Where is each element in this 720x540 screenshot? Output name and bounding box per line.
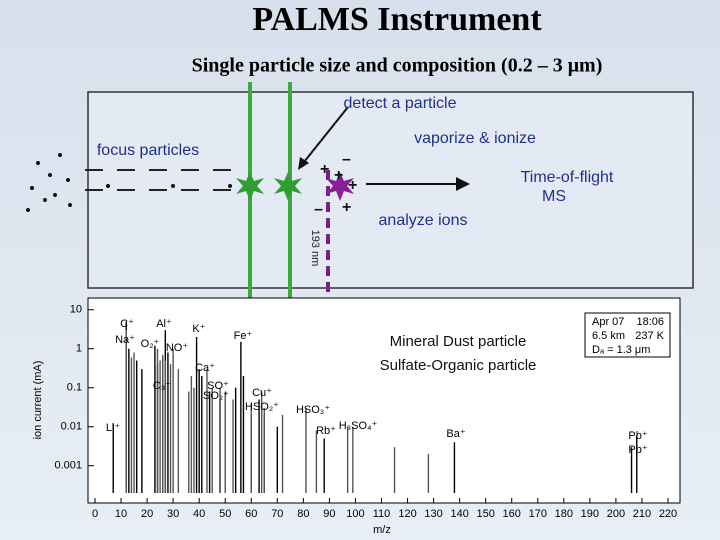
- peak-label: Ca⁺: [195, 362, 215, 374]
- x-tick-label: 30: [167, 508, 179, 520]
- legend-label: Sulfate-Organic particle: [380, 357, 537, 374]
- label: MS: [542, 188, 566, 205]
- title: PALMS Instrument: [252, 1, 542, 38]
- peak-label: NO⁺: [166, 342, 189, 354]
- legend-label: Mineral Dust particle: [390, 333, 527, 350]
- peak-label: Al⁺: [156, 318, 172, 330]
- info-text: 18:06: [636, 316, 664, 328]
- particles: [26, 153, 232, 212]
- peak-label: SO⁺: [207, 380, 229, 392]
- peak-label: C⁺: [120, 318, 134, 330]
- x-tick-label: 110: [373, 508, 391, 520]
- arrow-head: [456, 177, 470, 191]
- peak-label: HSO₂⁺: [245, 401, 279, 413]
- label: focus particles: [97, 142, 199, 159]
- ion-star: [326, 172, 354, 201]
- peak-label: Pb⁺: [628, 444, 647, 456]
- x-axis-label: m/z: [373, 524, 391, 536]
- peak-label: Li⁺: [106, 422, 121, 434]
- x-tick-label: 100: [346, 508, 364, 520]
- x-tick-label: 200: [607, 508, 625, 520]
- y-tick-label: 0.1: [67, 382, 82, 394]
- svg-text:+: +: [320, 161, 329, 178]
- x-tick-label: 120: [398, 508, 416, 520]
- info-box: [584, 312, 671, 358]
- x-tick-label: 210: [633, 508, 651, 520]
- particle-star: [236, 172, 264, 201]
- plot-area: [87, 297, 681, 504]
- subtitle: Single particle size and composition (0.…: [192, 55, 603, 77]
- svg-text:+: +: [334, 167, 343, 184]
- label: Time-of-flight: [521, 169, 614, 186]
- peak-label: Ba⁺: [446, 428, 465, 440]
- peak-label: H₃SO₄⁺: [339, 420, 378, 432]
- x-tick-label: 10: [115, 508, 127, 520]
- info-text: Dₐ = 1.3 μm: [592, 344, 650, 356]
- peak-label: Na⁺: [115, 334, 135, 346]
- label: analyze ions: [379, 212, 468, 229]
- peak-label: Cu⁺: [252, 387, 272, 399]
- peak-label: K⁺: [192, 323, 205, 335]
- info-text: 6.5 km: [592, 330, 625, 342]
- peak-label: C₃⁺: [153, 380, 171, 392]
- x-tick-label: 20: [141, 508, 153, 520]
- y-axis-label: ion current (mA): [32, 361, 44, 440]
- particle-star: [274, 172, 302, 201]
- x-tick-label: 90: [323, 508, 335, 520]
- pointer-head: [298, 157, 309, 170]
- x-tick-label: 140: [450, 508, 468, 520]
- instrument-box: [87, 91, 694, 289]
- x-tick-label: 70: [271, 508, 283, 520]
- label: 193 nm: [309, 230, 321, 267]
- pointer: [303, 106, 349, 163]
- x-tick-label: 40: [193, 508, 205, 520]
- x-tick-label: 150: [477, 508, 495, 520]
- label: vaporize & ionize: [414, 130, 536, 147]
- peak-label: SO₂⁺: [203, 390, 229, 402]
- svg-text:–: –: [342, 151, 351, 168]
- x-tick-label: 0: [92, 508, 98, 520]
- x-tick-label: 160: [503, 508, 521, 520]
- x-tick-label: 170: [529, 508, 547, 520]
- y-tick-label: 0.001: [54, 460, 82, 472]
- beam: [85, 169, 245, 191]
- x-tick-label: 220: [659, 508, 677, 520]
- info-text: 237 K: [635, 330, 664, 342]
- svg-text:+: +: [348, 177, 357, 194]
- y-tick-label: 1: [76, 343, 82, 355]
- svg-text:–: –: [314, 201, 323, 218]
- peak-label: HSO₃⁺: [296, 404, 330, 416]
- x-tick-label: 180: [555, 508, 573, 520]
- x-tick-label: 190: [581, 508, 599, 520]
- peak-label: Rb⁺: [316, 425, 336, 437]
- info: Apr 07 18:06 6.5 km 237 K Dₐ = 1.3 μm: [592, 316, 665, 356]
- ions: + + + + – –: [314, 151, 357, 218]
- x-tick-label: 50: [219, 508, 231, 520]
- svg-text:+: +: [342, 199, 351, 216]
- x-tick-label: 130: [424, 508, 442, 520]
- peak-label: Fe⁺: [234, 330, 253, 342]
- peak-label: Pb⁺: [628, 430, 647, 442]
- y-tick-label: 10: [70, 304, 82, 316]
- x-tick-label: 80: [297, 508, 309, 520]
- label: detect a particle: [344, 95, 457, 112]
- peak-label: O₂⁺: [141, 338, 160, 350]
- y-tick-label: 0.01: [61, 421, 82, 433]
- info-text: Apr 07: [592, 316, 624, 328]
- x-tick-label: 60: [245, 508, 257, 520]
